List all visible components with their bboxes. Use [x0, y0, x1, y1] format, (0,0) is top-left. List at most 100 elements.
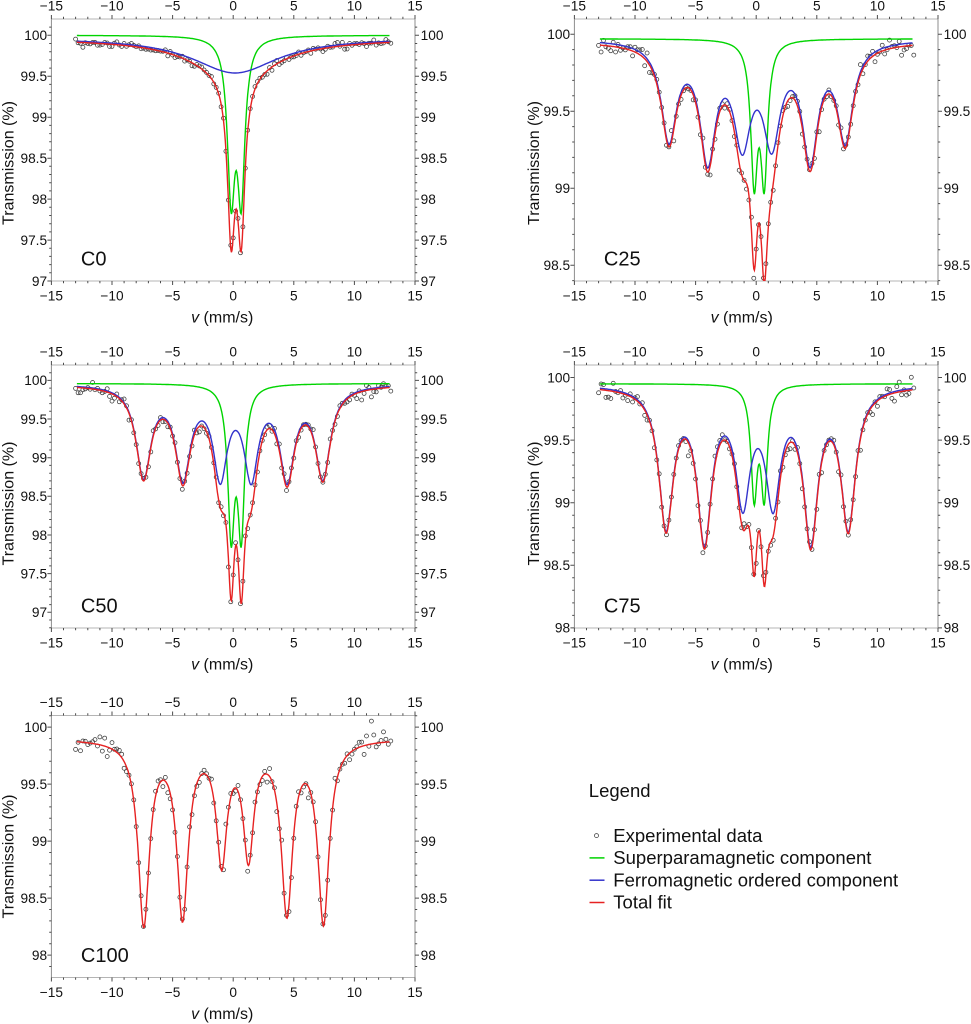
svg-text:15: 15 — [930, 0, 946, 13]
svg-text:Experimental data: Experimental data — [613, 825, 763, 846]
svg-text:−10: −10 — [623, 636, 647, 651]
svg-text:C25: C25 — [604, 249, 641, 271]
svg-text:Legend: Legend — [589, 780, 651, 801]
svg-text:v (mm/s): v (mm/s) — [191, 657, 253, 674]
svg-text:0: 0 — [752, 344, 760, 359]
svg-text:99: 99 — [944, 181, 959, 196]
svg-text:99: 99 — [32, 451, 47, 466]
svg-text:98.5: 98.5 — [944, 258, 971, 273]
svg-text:99.5: 99.5 — [944, 433, 971, 448]
svg-text:10: 10 — [347, 636, 363, 651]
svg-text:5: 5 — [813, 0, 821, 13]
svg-text:97: 97 — [421, 274, 436, 289]
svg-text:15: 15 — [407, 289, 423, 304]
svg-text:−10: −10 — [623, 344, 647, 359]
svg-text:−5: −5 — [165, 289, 181, 304]
svg-text:Transmission (%): Transmission (%) — [526, 101, 543, 225]
svg-text:−15: −15 — [40, 0, 64, 13]
svg-text:−10: −10 — [623, 289, 647, 304]
svg-text:99.5: 99.5 — [20, 777, 47, 792]
svg-text:0: 0 — [229, 344, 237, 359]
svg-text:−15: −15 — [40, 985, 64, 1000]
svg-text:100: 100 — [421, 720, 444, 735]
svg-text:0: 0 — [229, 289, 237, 304]
svg-text:98: 98 — [421, 192, 437, 207]
svg-text:−5: −5 — [165, 0, 181, 13]
svg-text:99: 99 — [555, 496, 570, 511]
svg-text:99: 99 — [944, 496, 959, 511]
svg-text:97.5: 97.5 — [20, 233, 47, 248]
svg-text:Transmission (%): Transmission (%) — [1, 442, 18, 566]
svg-text:100: 100 — [944, 27, 967, 42]
svg-text:15: 15 — [930, 344, 946, 359]
svg-text:100: 100 — [944, 370, 967, 385]
svg-text:Total fit: Total fit — [613, 892, 672, 913]
svg-text:v (mm/s): v (mm/s) — [711, 310, 773, 327]
svg-text:98.5: 98.5 — [421, 891, 448, 906]
svg-text:99.5: 99.5 — [543, 104, 570, 119]
svg-text:99.5: 99.5 — [421, 777, 448, 792]
svg-text:99: 99 — [421, 110, 436, 125]
svg-text:−15: −15 — [563, 0, 587, 13]
svg-text:97: 97 — [421, 605, 436, 620]
svg-text:98: 98 — [555, 621, 571, 636]
svg-text:99: 99 — [421, 834, 436, 849]
svg-text:−5: −5 — [165, 695, 181, 710]
svg-text:15: 15 — [407, 0, 423, 13]
svg-text:98: 98 — [421, 948, 437, 963]
svg-text:99: 99 — [555, 181, 570, 196]
svg-text:−10: −10 — [100, 636, 124, 651]
svg-text:98.5: 98.5 — [20, 891, 47, 906]
svg-text:99.5: 99.5 — [20, 69, 47, 84]
svg-text:97: 97 — [32, 605, 47, 620]
svg-text:10: 10 — [347, 695, 363, 710]
svg-text:−5: −5 — [165, 636, 181, 651]
svg-text:−15: −15 — [40, 636, 64, 651]
svg-text:−15: −15 — [40, 289, 64, 304]
svg-text:Transmission (%): Transmission (%) — [1, 795, 18, 919]
svg-text:10: 10 — [870, 636, 886, 651]
svg-text:98: 98 — [944, 621, 960, 636]
svg-text:−10: −10 — [100, 0, 124, 13]
svg-text:−5: −5 — [165, 985, 181, 1000]
svg-text:−15: −15 — [40, 344, 64, 359]
svg-text:99: 99 — [32, 834, 47, 849]
svg-text:99.5: 99.5 — [543, 433, 570, 448]
svg-text:98.5: 98.5 — [543, 258, 570, 273]
svg-text:100: 100 — [24, 720, 47, 735]
svg-text:5: 5 — [290, 695, 298, 710]
svg-text:97.5: 97.5 — [20, 566, 47, 581]
svg-text:−15: −15 — [563, 636, 587, 651]
svg-text:10: 10 — [347, 0, 363, 13]
svg-text:0: 0 — [752, 636, 760, 651]
svg-text:0: 0 — [229, 985, 237, 1000]
svg-text:99: 99 — [421, 451, 436, 466]
svg-text:−15: −15 — [563, 289, 587, 304]
svg-text:15: 15 — [930, 636, 946, 651]
svg-text:99.5: 99.5 — [421, 412, 448, 427]
svg-text:C100: C100 — [81, 945, 129, 967]
svg-text:15: 15 — [407, 985, 423, 1000]
svg-text:15: 15 — [407, 695, 423, 710]
svg-text:0: 0 — [752, 289, 760, 304]
svg-text:5: 5 — [290, 636, 298, 651]
svg-text:−5: −5 — [688, 344, 704, 359]
svg-text:100: 100 — [421, 28, 444, 43]
svg-text:Transmission (%): Transmission (%) — [526, 442, 543, 566]
svg-text:5: 5 — [813, 636, 821, 651]
svg-text:98: 98 — [32, 528, 48, 543]
svg-text:5: 5 — [290, 289, 298, 304]
svg-text:5: 5 — [813, 344, 821, 359]
svg-text:10: 10 — [870, 289, 886, 304]
svg-text:100: 100 — [421, 373, 444, 388]
svg-text:5: 5 — [290, 985, 298, 1000]
svg-text:0: 0 — [752, 0, 760, 13]
svg-text:99: 99 — [32, 110, 47, 125]
svg-text:−5: −5 — [688, 636, 704, 651]
svg-text:v (mm/s): v (mm/s) — [191, 310, 253, 327]
svg-text:−10: −10 — [100, 289, 124, 304]
svg-text:0: 0 — [229, 636, 237, 651]
svg-text:98.5: 98.5 — [421, 489, 448, 504]
svg-text:−10: −10 — [623, 0, 647, 13]
svg-text:100: 100 — [24, 373, 47, 388]
